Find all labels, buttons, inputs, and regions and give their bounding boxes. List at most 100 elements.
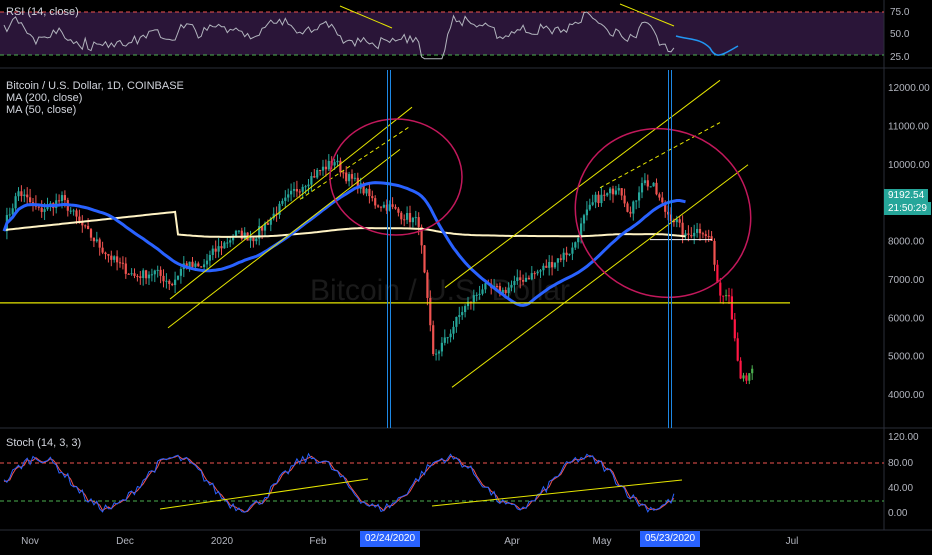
candle-body [684, 233, 687, 237]
candle-body [295, 189, 298, 192]
channel-1-mid [299, 125, 411, 200]
candle-body [429, 297, 432, 326]
candle-body [481, 289, 484, 294]
candle-body [617, 188, 620, 191]
candle-body [368, 188, 371, 197]
candle-body [316, 170, 319, 178]
stoch-tick-label: 120.00 [888, 432, 919, 443]
price-tick-label: 11000.00 [888, 121, 929, 132]
candle-body [348, 174, 351, 182]
candle-body [510, 285, 513, 288]
time-tick-label: 2020 [211, 536, 234, 547]
candle-body [353, 177, 356, 179]
candle-body [678, 219, 681, 223]
candle-body [704, 234, 707, 237]
candle-body [414, 217, 417, 219]
candle-body [568, 253, 571, 256]
candles-group [5, 154, 754, 385]
time-tick-label: Apr [504, 536, 520, 547]
candle-body [461, 312, 464, 316]
candle-body [385, 204, 388, 211]
candle-body [23, 194, 26, 197]
candle-body [652, 182, 655, 187]
stoch-k-line [3, 452, 675, 513]
candle-body [266, 223, 269, 225]
stoch-tick-label: 80.00 [888, 458, 913, 469]
candle-body [406, 213, 409, 220]
candle-body [272, 213, 275, 219]
candle-body [220, 246, 223, 249]
candle-body [350, 174, 354, 179]
candle-body [37, 206, 40, 208]
candle-body [168, 280, 171, 284]
candle-body [321, 166, 325, 171]
channel-1-upper [169, 106, 413, 300]
candle-body [527, 277, 530, 280]
candle-body [655, 182, 658, 195]
candle-body [153, 270, 156, 275]
candle-body [382, 204, 385, 208]
candle-body [159, 269, 162, 276]
ma50-label: MA (50, close) [6, 104, 77, 116]
candle-body [87, 225, 90, 230]
candle-body [609, 188, 612, 194]
rsi-divergence-1 [339, 5, 393, 29]
candle-body [342, 172, 345, 174]
channel-2-mid [599, 122, 721, 189]
candle-body [176, 275, 180, 280]
candle-body [232, 237, 235, 241]
candle-body [69, 210, 72, 212]
candle-body [226, 242, 229, 244]
candle-body [336, 160, 339, 163]
candle-body [124, 263, 127, 274]
candle-body [345, 172, 348, 182]
candle-body [635, 200, 638, 202]
candle-body [72, 210, 75, 212]
candle-body [127, 273, 130, 275]
candle-body [200, 266, 203, 268]
stoch-tick-label: 40.00 [888, 483, 913, 494]
candle-body [614, 190, 617, 195]
candle-body [121, 262, 124, 264]
candle-body [269, 218, 272, 225]
candle-body [588, 204, 591, 210]
candle-body [20, 191, 23, 197]
candle-body [174, 279, 177, 286]
candle-body [626, 203, 629, 212]
candle-body [14, 196, 17, 209]
rsi-band [0, 12, 884, 55]
candle-body [214, 248, 217, 252]
candle-body [478, 293, 481, 295]
candle-body [649, 186, 652, 188]
candle-body [356, 177, 359, 189]
candle-body [507, 287, 510, 294]
candle-body [435, 353, 438, 355]
candle-body [559, 258, 562, 260]
candle-body [179, 269, 182, 276]
candle-body [693, 232, 696, 237]
candle-body [701, 233, 704, 235]
candle-body [417, 217, 420, 227]
candle-body [426, 272, 429, 298]
candle-body [597, 194, 600, 204]
price-tick-label: 10000.00 [888, 160, 930, 171]
candle-body [548, 262, 551, 268]
candle-body [449, 333, 452, 338]
candle-body [577, 238, 580, 243]
candle-body [95, 239, 98, 242]
candle-body [658, 194, 661, 198]
candle-body [156, 269, 159, 271]
candle-body [252, 237, 255, 242]
candle-body [400, 212, 403, 220]
candle-body [495, 286, 499, 288]
countdown-tag: 21:50:29 [884, 202, 931, 215]
candle-body [591, 202, 594, 205]
candle-body [722, 295, 725, 297]
candle-body [197, 263, 200, 267]
time-tick-label: Feb [309, 536, 327, 547]
candle-body [452, 326, 455, 334]
candle-body [362, 183, 365, 194]
candle-body [89, 229, 93, 238]
